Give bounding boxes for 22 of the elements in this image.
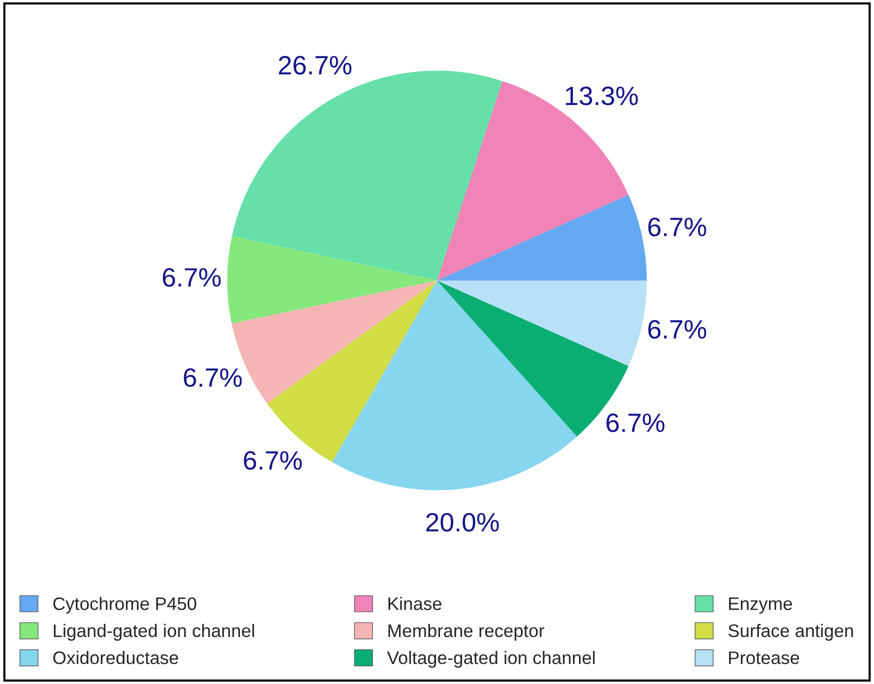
data-label: 20.0% xyxy=(426,512,499,532)
pie-slice xyxy=(437,280,647,366)
legend-label: Membrane receptor xyxy=(388,624,544,641)
pie-slice xyxy=(332,280,577,490)
data-label: 13.3% xyxy=(566,86,638,106)
pie-slice xyxy=(437,194,647,280)
legend-label: Oxidoreductase xyxy=(53,650,178,664)
data-label: 6.7% xyxy=(244,451,302,470)
legend-label: Voltage-gated ion channel xyxy=(387,650,595,668)
data-label: 26.7% xyxy=(278,56,352,75)
legend-label: Surface antigen xyxy=(728,624,853,641)
pie-slice xyxy=(227,236,437,324)
data-label: 6.7% xyxy=(648,320,706,339)
data-label: 6.7% xyxy=(162,268,221,287)
data-label: 6.7% xyxy=(184,368,242,387)
data-label: 6.7% xyxy=(606,413,664,432)
legend-label: Enzyme xyxy=(729,598,792,614)
legend-label: Ligand-gated ion channel xyxy=(54,624,254,641)
data-label: 6.7% xyxy=(648,218,706,236)
legend-label: Kinase xyxy=(388,596,442,610)
legend-label: Protease xyxy=(729,652,800,664)
legend-label: Cytochrome P450 xyxy=(53,596,196,614)
